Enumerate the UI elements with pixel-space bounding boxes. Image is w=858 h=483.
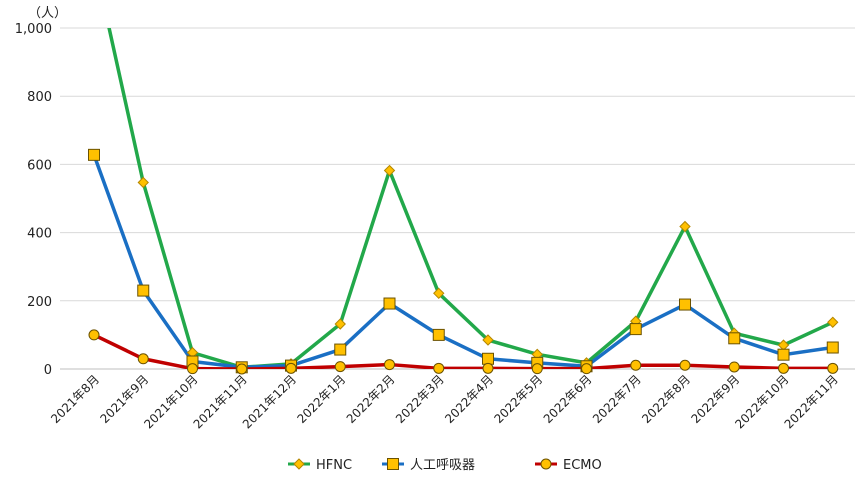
data-point-square [88,148,100,161]
data-point-circle [679,359,691,371]
y-tick-label: 400 [27,227,52,242]
data-point-circle [236,363,248,375]
series-line-0 [107,28,834,369]
legend: HFNC 人工呼吸器 ECMO [288,458,602,473]
x-tick-label: 2021年8月 [48,372,102,426]
data-point-diamond [137,176,149,189]
data-point-diamond [383,164,396,177]
x-tick-label: 2022年4月 [442,372,496,426]
y-unit-label: （人） [28,6,67,21]
data-point-square [629,323,642,336]
x-tick-label: 2022年3月 [393,372,447,426]
data-point-square [777,348,790,361]
data-point-square [334,343,347,356]
data-point-square [728,332,741,345]
x-tick-label: 2022年1月 [294,372,348,426]
data-point-circle [827,362,839,374]
data-point-circle [137,353,149,365]
data-point-circle [384,359,395,371]
series-layer [92,28,834,369]
x-tick-label: 2022年5月 [491,372,545,426]
data-point-circle [531,363,543,375]
data-point-circle [433,362,445,374]
data-point-circle [88,329,100,341]
data-point-square [679,298,691,311]
y-tick-label: 0 [44,363,52,378]
data-point-square [432,328,445,341]
y-tick-label: 600 [27,158,52,173]
data-point-square [383,297,396,310]
x-tick-label: 2022年7月 [590,372,644,426]
x-tick-label: 2022年6月 [541,372,595,426]
data-point-diamond [827,316,839,328]
data-point-square [482,352,494,365]
x-tick-label: 2022年2月 [344,372,398,426]
legend-marker-diamond [293,458,305,470]
data-point-square [826,341,839,354]
y-tick-label: 800 [27,90,52,105]
marker-layer [88,148,839,375]
x-tick-label: 2022年8月 [639,372,693,426]
data-point-circle [285,362,297,374]
data-point-circle [334,361,346,373]
x-tick-label: 2022年9月 [688,372,742,426]
data-point-diamond [482,334,494,346]
legend-label: HFNC [316,458,352,473]
y-tick-label: 1,000 [15,22,52,37]
series-line-1 [92,154,834,369]
legend-marker-square [387,458,399,470]
data-point-circle [728,361,740,373]
data-point-circle [630,359,642,371]
legend-label: 人工呼吸器 [410,458,475,473]
legend-label: ECMO [563,458,602,473]
data-point-diamond [433,287,445,300]
y-tick-label: 200 [27,295,52,310]
data-point-circle [482,362,494,374]
data-point-circle [778,362,789,374]
x-tick-label: 2021年9月 [97,372,151,426]
grid-lines [60,27,855,302]
series-line-2 [93,333,833,369]
data-point-circle [187,363,198,375]
data-point-square [137,284,150,297]
data-point-diamond [679,220,691,233]
data-point-circle [581,363,592,375]
data-point-diamond [334,318,346,330]
legend-marker-circle [540,458,552,470]
